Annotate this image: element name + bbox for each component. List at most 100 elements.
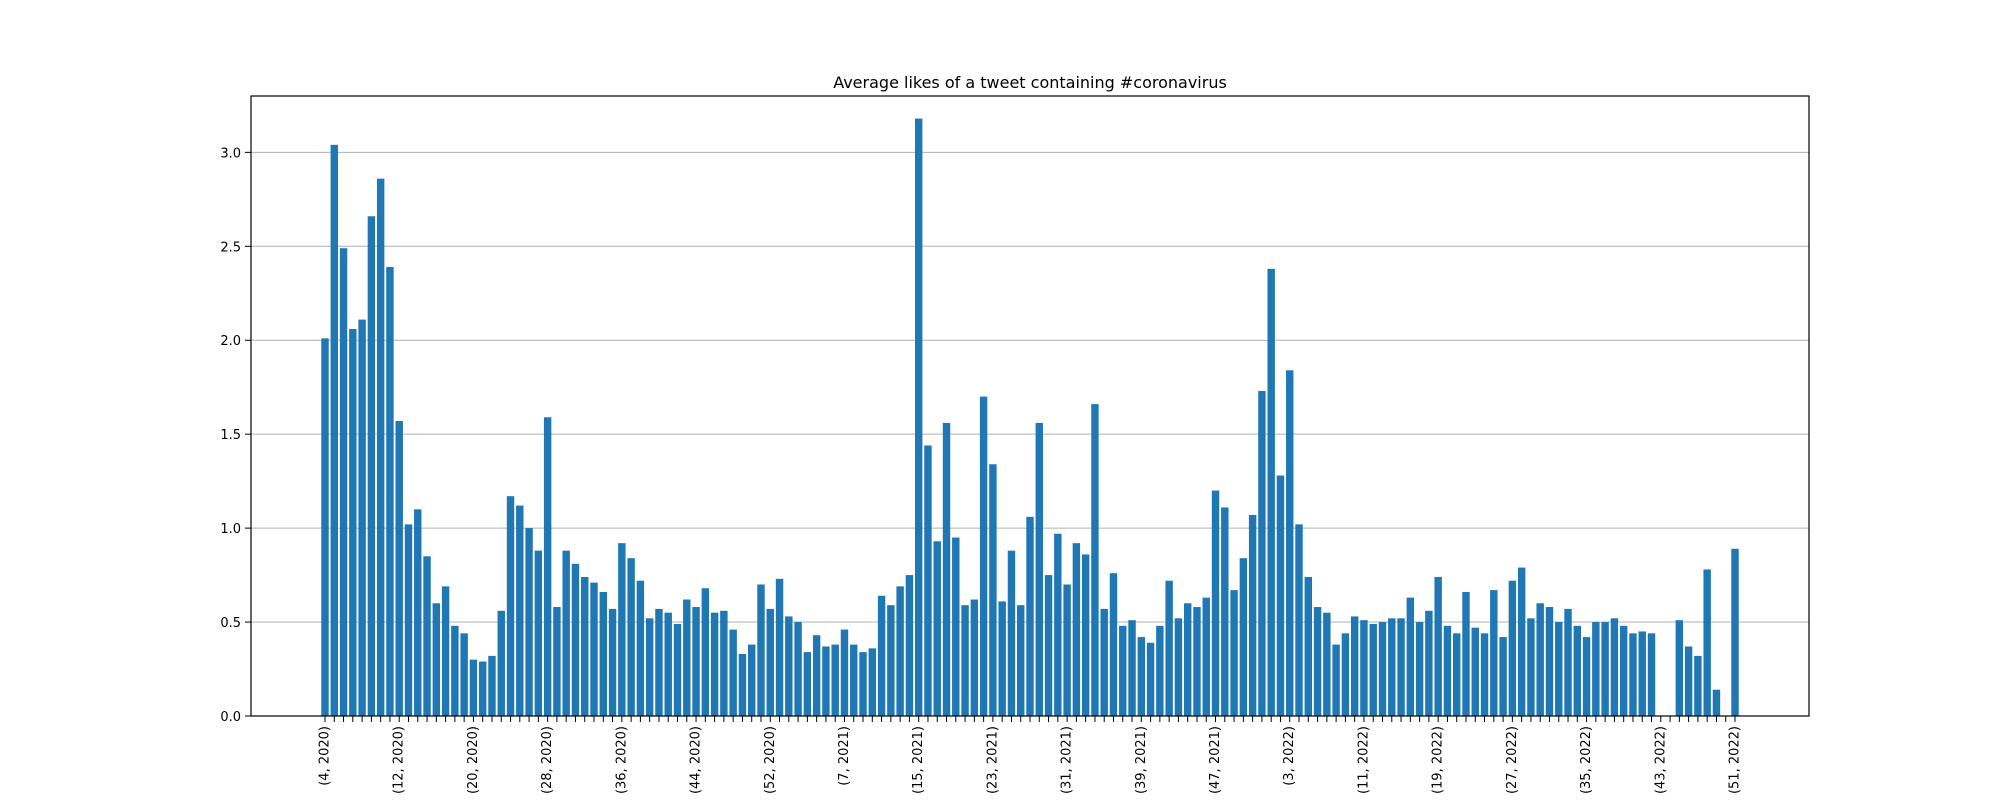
bar [432, 603, 441, 716]
x-tick-label: (47, 2021) [1208, 726, 1223, 794]
bar [1517, 567, 1526, 716]
bar [1731, 548, 1739, 716]
bar [1137, 637, 1146, 716]
x-tick-label: (28, 2020) [540, 726, 555, 794]
bar [1035, 422, 1043, 716]
bar [1128, 620, 1136, 716]
bar [562, 550, 570, 716]
bar [423, 556, 431, 716]
bar [1527, 618, 1535, 716]
x-tick-label: (3, 2022) [1282, 726, 1297, 786]
bar [1462, 592, 1470, 716]
bar [1471, 627, 1479, 716]
bar [636, 580, 645, 716]
bar [1480, 633, 1489, 716]
bar [840, 629, 849, 716]
x-tick-label: (20, 2020) [466, 726, 481, 794]
bar [1193, 607, 1201, 716]
bar [989, 464, 997, 716]
bar [543, 417, 552, 716]
bar [1248, 514, 1257, 716]
bar [1267, 268, 1275, 716]
bar [349, 328, 357, 716]
bar [1119, 625, 1127, 716]
bar [979, 396, 988, 716]
y-tick-label: 2.5 [220, 240, 241, 255]
bar [1592, 622, 1600, 716]
bar [655, 608, 663, 716]
bar [339, 248, 348, 716]
x-tick-label: (35, 2022) [1579, 726, 1594, 794]
bar [1499, 637, 1507, 716]
bar [1072, 543, 1081, 716]
bar [1341, 633, 1350, 716]
y-axis-ticks: 0.0 0.5 1.0 1.5 2.0 2.5 3.0 [220, 146, 251, 725]
bar [1100, 608, 1108, 716]
bar [1313, 607, 1322, 716]
bar [1146, 642, 1155, 716]
bar [525, 528, 533, 716]
bars [321, 118, 1739, 716]
bar [414, 509, 422, 716]
bar [599, 592, 607, 716]
x-tick-label: (51, 2022) [1728, 726, 1743, 794]
bar [581, 576, 589, 716]
bar [553, 607, 561, 716]
bar [914, 118, 923, 716]
bar [1638, 631, 1646, 716]
bar [1109, 573, 1118, 716]
bar [386, 266, 394, 716]
bar [803, 652, 812, 716]
bar [664, 612, 672, 716]
bar [785, 616, 793, 716]
bar [1378, 622, 1387, 716]
x-tick-label: (39, 2021) [1134, 726, 1149, 794]
bar [710, 612, 719, 716]
bar [488, 655, 496, 716]
x-tick-label: (31, 2021) [1060, 726, 1075, 794]
bar [831, 644, 839, 716]
bar [1332, 644, 1340, 716]
x-tick-label: (36, 2020) [614, 726, 629, 794]
bar [1712, 689, 1721, 716]
bar [1545, 607, 1554, 716]
bar [1610, 618, 1619, 716]
bar [720, 610, 728, 716]
bar [1063, 584, 1071, 716]
bar [451, 625, 459, 716]
bar [1582, 637, 1591, 716]
bar [887, 605, 895, 716]
bar [608, 608, 617, 716]
bar [896, 586, 904, 716]
bar [1684, 646, 1693, 716]
bar [1694, 655, 1702, 716]
bar [859, 652, 867, 716]
bar [367, 216, 376, 716]
bar [1647, 633, 1656, 716]
bar [766, 608, 774, 716]
bar [1619, 625, 1628, 716]
bar [822, 646, 830, 716]
bar [1490, 590, 1498, 716]
chart-title: Average likes of a tweet containing #cor… [833, 73, 1227, 92]
bar [868, 648, 877, 716]
x-tick-label: (43, 2022) [1653, 726, 1668, 794]
bar [1230, 590, 1238, 716]
bar [970, 599, 979, 716]
bar [738, 654, 747, 716]
bar [1397, 618, 1405, 716]
bar [1276, 475, 1285, 716]
bar [794, 622, 802, 716]
bar [404, 524, 413, 716]
bar [1026, 516, 1034, 716]
x-tick-label: (44, 2020) [689, 726, 704, 794]
bar [924, 445, 932, 716]
y-tick-label: 0.0 [220, 710, 241, 725]
bar [1304, 576, 1312, 716]
bar [358, 319, 366, 716]
bar [395, 421, 403, 716]
bar [1202, 597, 1210, 716]
bar [673, 623, 682, 716]
